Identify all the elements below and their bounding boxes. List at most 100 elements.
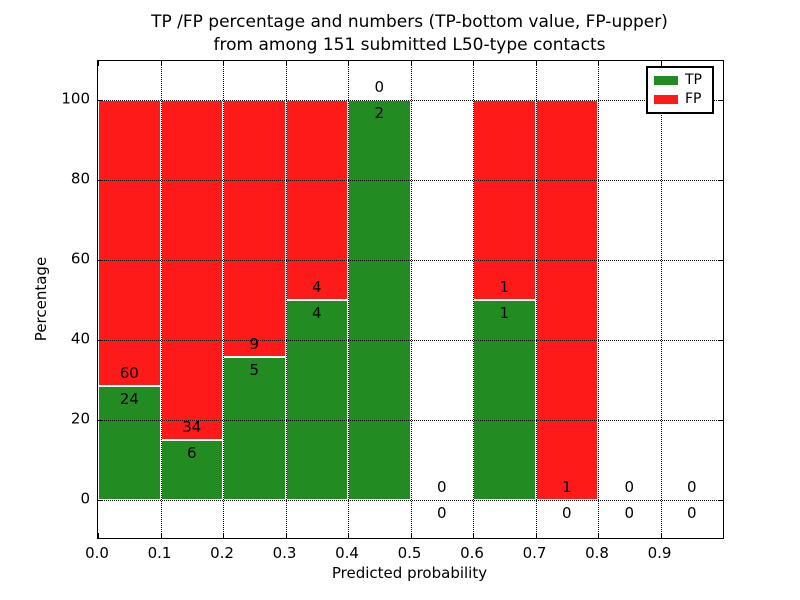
x-tick-label: 0.6 (460, 544, 484, 562)
tp-count-label: 0 (561, 504, 572, 522)
gridline-vertical (598, 61, 599, 538)
x-tick-mark (348, 61, 349, 66)
y-tick-mark (98, 260, 103, 261)
y-tick-label: 80 (70, 169, 90, 188)
fp-count-label: 34 (182, 418, 202, 436)
x-tick-mark (535, 61, 537, 66)
x-tick-label: 0.4 (335, 544, 359, 562)
bar-segment-fp (285, 100, 348, 300)
gridline-horizontal (98, 100, 723, 101)
bar-segment-fp (98, 100, 161, 386)
chart-title-line1: TP /FP percentage and numbers (TP-bottom… (151, 12, 668, 32)
plot-area: 60 24 34 6 9 5 4 4 0 2 0 0 1 1 1 0 0 0 0 0 (97, 60, 724, 539)
y-tick-label: 20 (70, 409, 90, 428)
gridline-horizontal (98, 260, 723, 261)
x-tick-mark (660, 61, 662, 66)
x-tick-label: 0.0 (85, 544, 109, 562)
fp-count-label: 9 (249, 335, 260, 354)
gridline-vertical (535, 61, 537, 538)
y-tick-mark (98, 500, 103, 501)
tp-swatch-icon (654, 76, 678, 85)
y-tick-mark (718, 500, 723, 501)
y-tick-mark (718, 100, 723, 101)
x-tick-mark (223, 533, 224, 538)
gridline-vertical (660, 61, 662, 538)
x-tick-label: 0.9 (647, 544, 672, 562)
y-tick-mark (718, 180, 723, 181)
x-tick-mark (98, 61, 99, 66)
bar-segment-fp (535, 100, 598, 500)
tp-count-label: 1 (499, 304, 510, 322)
legend-label-tp: TP (685, 72, 702, 88)
x-tick-mark (598, 533, 599, 538)
gridline-vertical (473, 61, 474, 538)
fp-count-label: 1 (561, 478, 572, 496)
gridline-vertical (285, 61, 287, 538)
x-tick-mark (223, 61, 224, 66)
y-tick-label: 40 (70, 329, 90, 348)
gridline-horizontal (98, 500, 723, 501)
x-tick-mark (160, 533, 162, 538)
x-tick-mark (473, 61, 474, 66)
y-tick-mark (98, 180, 103, 181)
gridline-vertical (160, 61, 162, 538)
y-tick-mark (718, 420, 723, 421)
bar-segment-fp (160, 100, 223, 440)
tp-count-label: 0 (624, 504, 635, 522)
x-tick-label: 0.2 (210, 544, 234, 562)
bar-segment-tp (348, 100, 411, 500)
gridline-vertical (348, 61, 349, 538)
tp-count-label: 0 (686, 504, 697, 522)
x-tick-mark (535, 533, 537, 538)
gridline-horizontal (98, 180, 723, 181)
y-tick-label: 100 (61, 89, 90, 108)
tp-count-label: 24 (119, 389, 139, 408)
gridline-vertical (223, 61, 224, 538)
x-tick-label: 0.7 (522, 544, 547, 562)
bar-segment-tp (160, 440, 223, 500)
legend: TP FP (646, 66, 714, 114)
x-tick-mark (660, 533, 662, 538)
tp-count-label: 6 (186, 444, 197, 462)
fp-count-label: 0 (436, 478, 447, 496)
chart-title-line2: from among 151 submitted L50-type contac… (213, 35, 606, 55)
x-tick-mark (348, 533, 349, 538)
y-axis-label: Percentage (32, 256, 50, 342)
x-tick-mark (410, 533, 412, 538)
y-tick-mark (98, 420, 103, 421)
tp-count-label: 2 (374, 104, 385, 122)
chart-title: TP /FP percentage and numbers (TP-bottom… (97, 11, 722, 57)
x-tick-mark (410, 61, 412, 66)
y-tick-mark (718, 340, 723, 341)
x-tick-mark (473, 533, 474, 538)
bar-segment-tp (285, 300, 348, 500)
fp-count-label: 1 (499, 278, 510, 296)
x-tick-mark (160, 61, 162, 66)
x-tick-mark (285, 61, 287, 66)
fp-count-label: 0 (624, 478, 635, 496)
bar-segment-tp (473, 300, 536, 500)
fp-count-label: 0 (686, 478, 697, 496)
fp-count-label: 0 (374, 78, 385, 96)
x-tick-label: 0.5 (397, 544, 422, 562)
tp-count-label: 5 (249, 361, 260, 380)
x-tick-mark (285, 533, 287, 538)
x-tick-mark (598, 61, 599, 66)
y-tick-mark (98, 340, 103, 341)
tp-count-label: 0 (436, 504, 447, 522)
gridline-vertical (410, 61, 412, 538)
bar-segment-fp (473, 100, 536, 300)
fp-count-label: 4 (311, 278, 322, 296)
fp-swatch-icon (654, 95, 678, 104)
legend-item-tp: TP (654, 73, 706, 88)
fp-count-label: 60 (119, 363, 139, 382)
legend-label-fp: FP (685, 91, 702, 107)
y-tick-mark (718, 260, 723, 261)
y-tick-mark (98, 100, 103, 101)
tp-count-label: 4 (311, 304, 322, 322)
gridline-horizontal (98, 420, 723, 421)
x-axis-label: Predicted probability (331, 564, 488, 582)
x-tick-mark (98, 533, 99, 538)
bar-segment-fp (223, 100, 286, 358)
